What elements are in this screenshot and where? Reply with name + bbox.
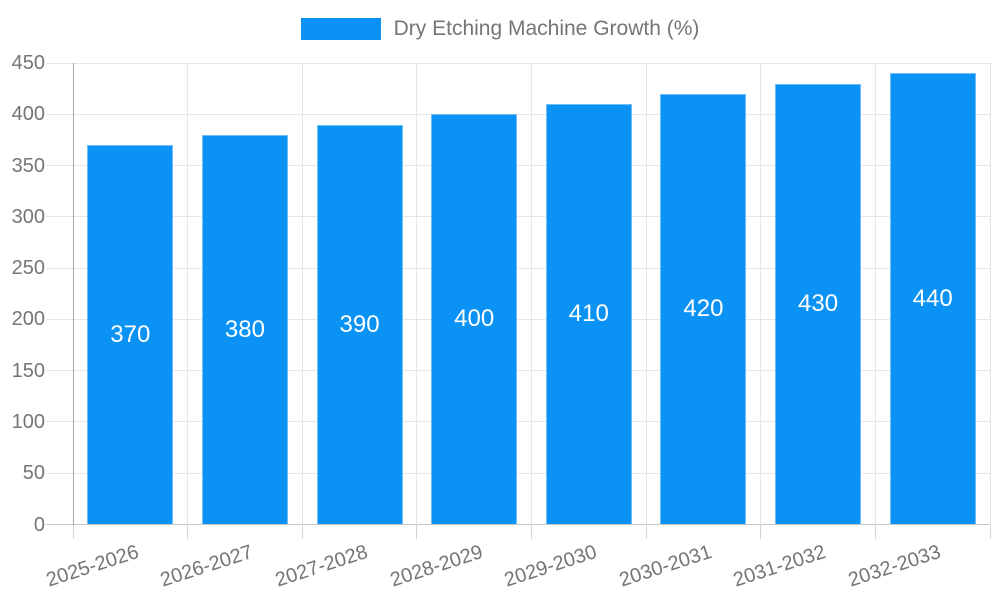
- bar: [87, 145, 174, 525]
- x-axis-tick-label: 2030-2031: [616, 541, 715, 592]
- x-axis-tick: [760, 524, 762, 539]
- bar: [660, 93, 747, 525]
- y-axis-line: [72, 63, 74, 525]
- bar: [545, 104, 632, 525]
- x-gridline: [187, 63, 189, 525]
- y-axis-tick-label: 300: [11, 205, 45, 228]
- bar-value-label: 430: [798, 290, 839, 317]
- y-axis-tick-label: 450: [11, 52, 45, 74]
- bar-value-label: 370: [110, 320, 151, 348]
- bar-value-label: 400: [454, 305, 495, 333]
- y-gridline: [46, 62, 990, 64]
- x-gridline: [989, 63, 991, 525]
- y-axis-tick-label: 250: [11, 257, 45, 280]
- y-axis-tick-label: 50: [22, 462, 45, 485]
- y-gridline: [46, 370, 990, 372]
- x-axis-tick-label: 2028-2029: [387, 541, 485, 592]
- x-axis-tick: [989, 524, 991, 539]
- chart-legend: Dry Etching Machine Growth (%): [0, 17, 1000, 41]
- bar: [889, 73, 976, 525]
- y-axis-tick-label: 200: [11, 308, 45, 331]
- x-axis-tick-label: 2027-2028: [272, 541, 371, 592]
- y-gridline: [46, 113, 990, 115]
- bar: [431, 114, 518, 525]
- x-gridline: [416, 63, 418, 525]
- legend-item[interactable]: Dry Etching Machine Growth (%): [300, 17, 700, 41]
- x-axis-tick: [531, 524, 532, 539]
- y-axis-tick-label: 150: [11, 359, 45, 382]
- x-gridline: [531, 63, 532, 525]
- bar: [316, 124, 403, 525]
- x-axis-tick-label: 2031-2032: [731, 541, 829, 592]
- x-axis-tick-label: 2025-2026: [43, 541, 142, 592]
- bar: [201, 134, 288, 525]
- y-gridline: [46, 267, 990, 269]
- bar-value-label: 380: [224, 315, 265, 343]
- y-axis-tick-label: 400: [11, 103, 45, 126]
- legend-swatch-icon: [300, 18, 381, 40]
- bar-value-label: 410: [568, 300, 609, 328]
- x-axis-tick: [874, 524, 876, 539]
- y-gridline: [46, 318, 990, 320]
- x-axis-tick: [187, 524, 189, 539]
- legend-label: Dry Etching Machine Growth (%): [393, 17, 700, 40]
- bar: [775, 83, 862, 525]
- y-axis-tick-label: 350: [11, 154, 45, 177]
- bar-value-label: 390: [339, 310, 380, 338]
- x-axis-baseline: [46, 524, 990, 525]
- bar-value-label: 420: [683, 295, 724, 323]
- y-gridline: [46, 472, 990, 474]
- y-gridline: [46, 421, 990, 423]
- x-gridline: [760, 63, 762, 525]
- y-gridline: [46, 216, 990, 218]
- y-axis-tick-label: 100: [11, 410, 45, 433]
- x-gridline: [301, 63, 303, 525]
- y-gridline: [46, 165, 990, 167]
- x-axis-tick: [72, 524, 74, 539]
- x-axis-tick: [416, 524, 418, 539]
- x-gridline: [645, 63, 647, 525]
- x-axis-tick-label: 2029-2030: [501, 541, 600, 592]
- y-axis-tick-label: 0: [33, 513, 45, 536]
- x-axis-tick: [645, 524, 647, 539]
- x-gridline: [874, 63, 876, 525]
- bar-value-label: 440: [912, 284, 953, 312]
- x-axis-tick-label: 2026-2027: [157, 541, 256, 592]
- x-axis-tick: [301, 524, 303, 539]
- x-axis-tick-label: 2032-2033: [845, 541, 944, 592]
